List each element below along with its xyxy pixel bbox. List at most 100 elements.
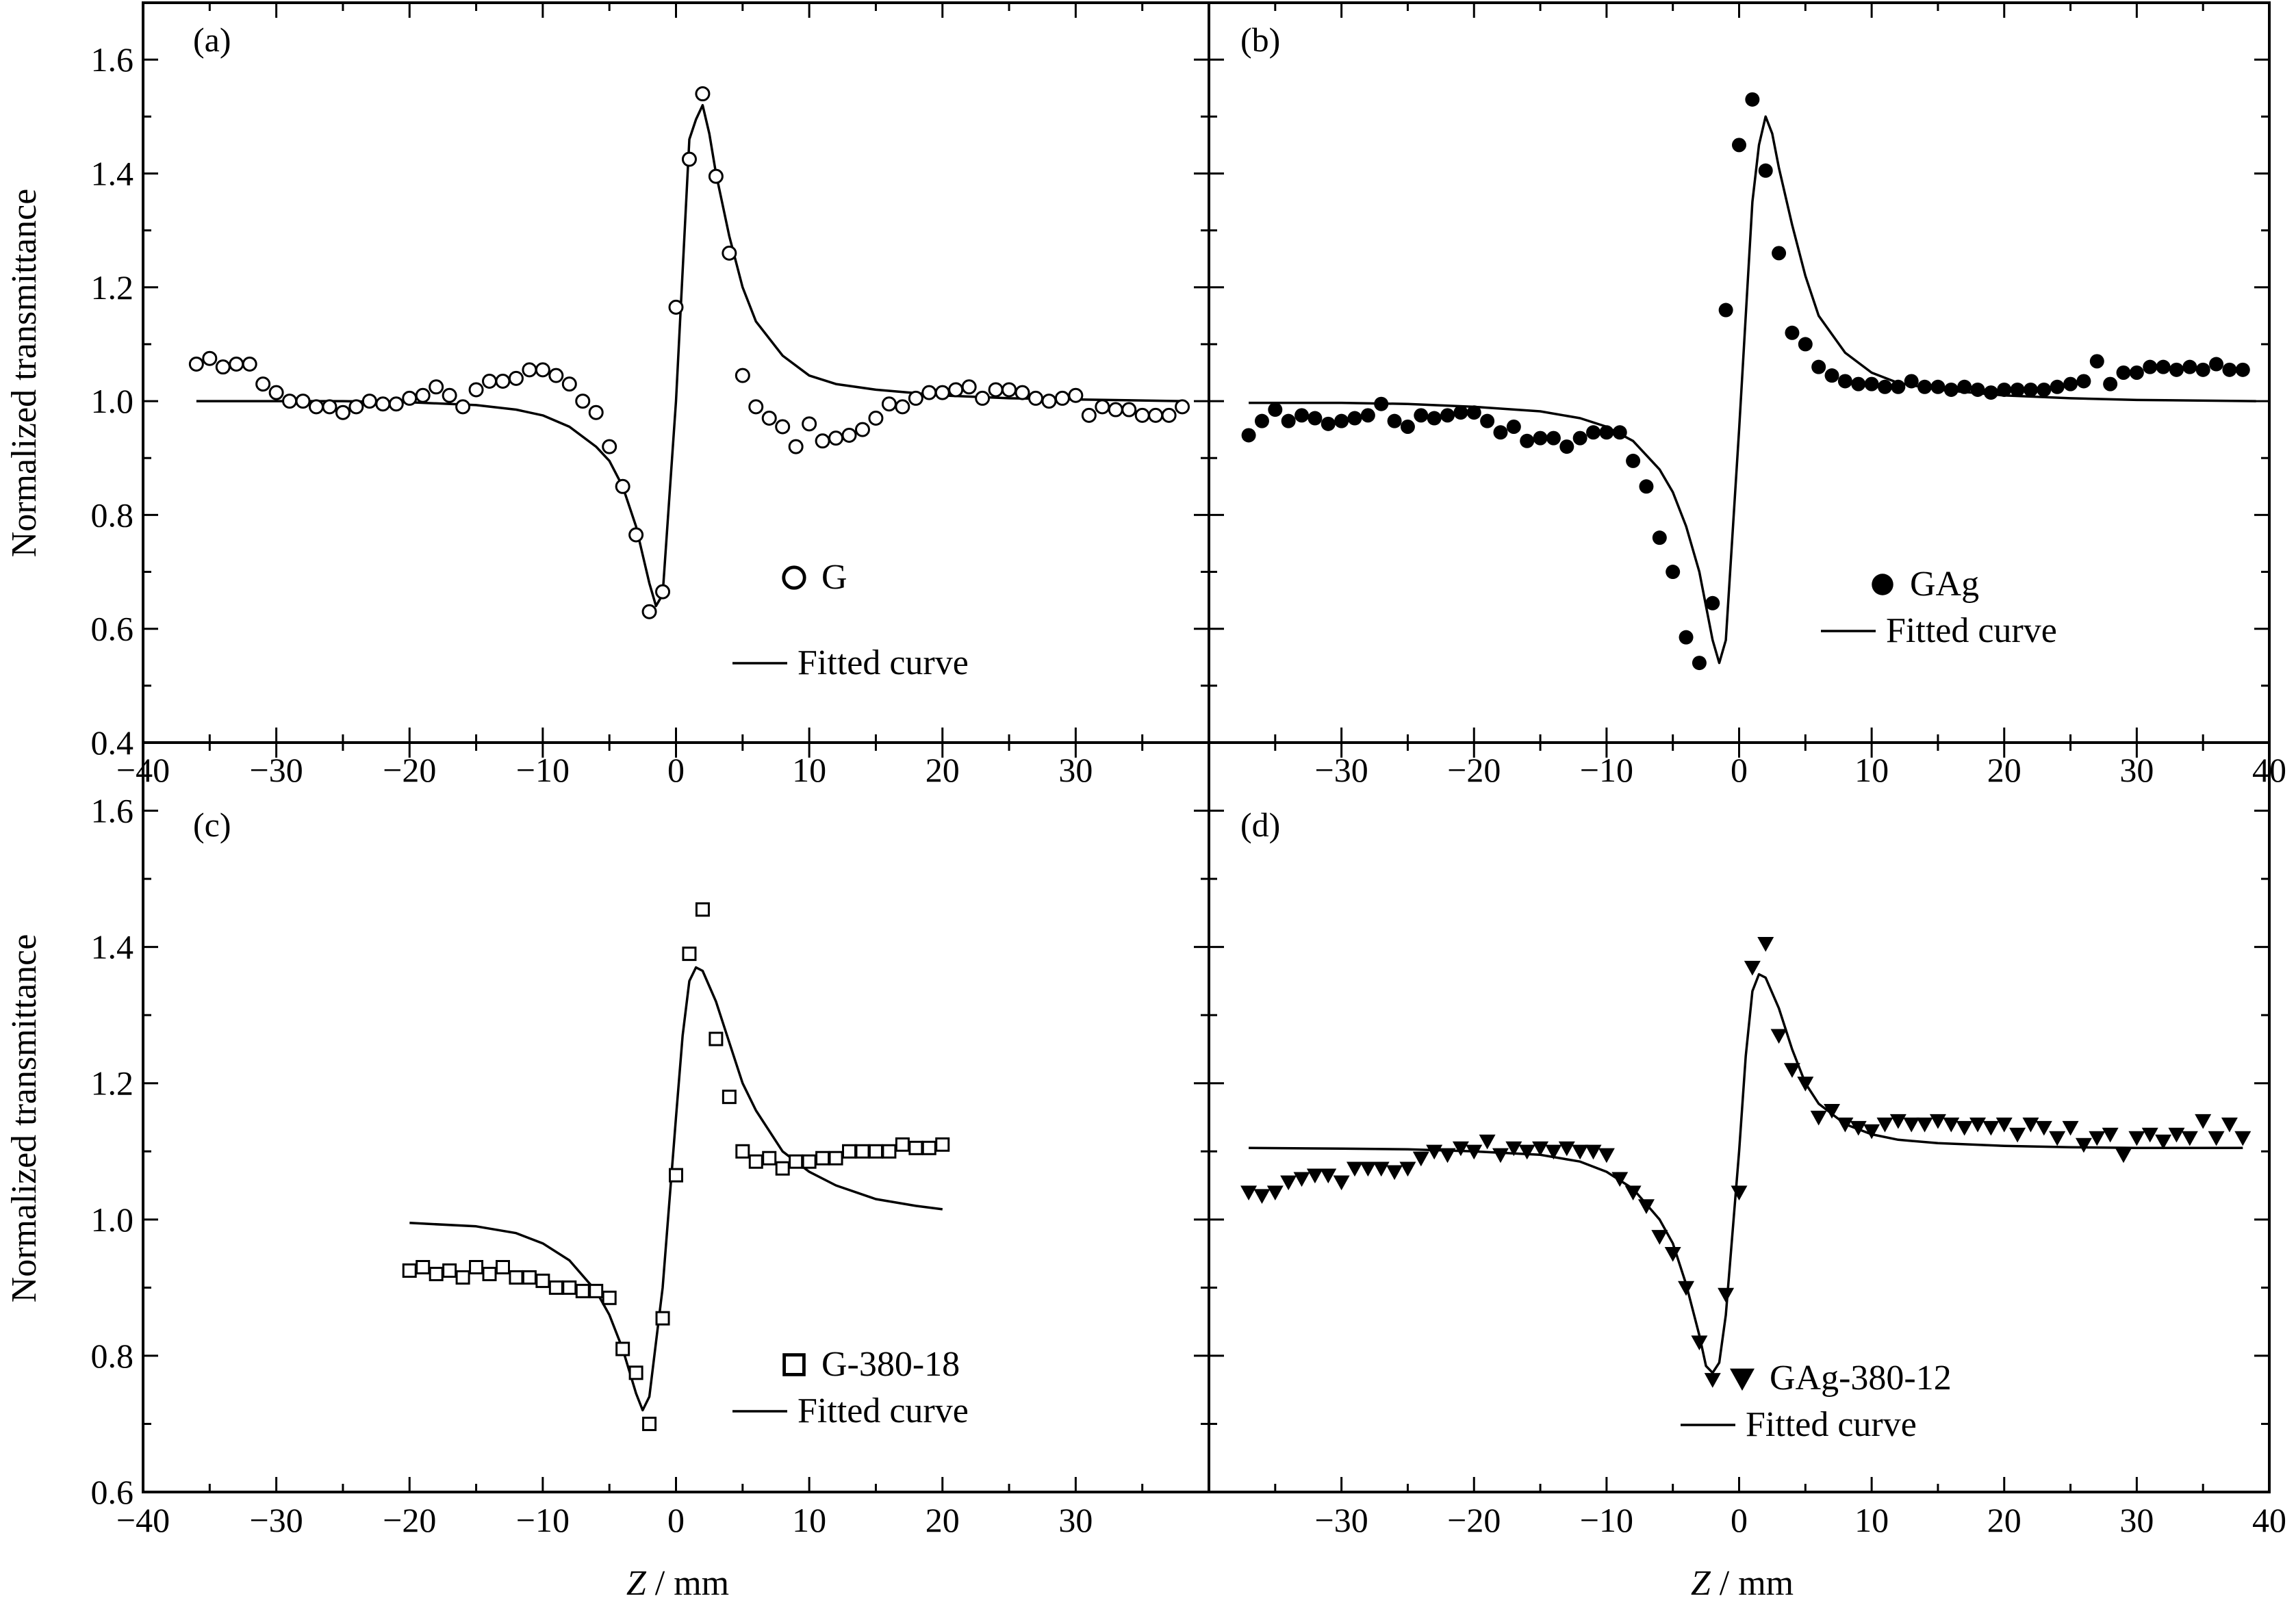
legend-label-data: GAg-380-12 <box>1770 1359 1952 1398</box>
data-point <box>643 605 656 618</box>
x-tick-label: 20 <box>1987 1501 2021 1539</box>
data-point <box>962 381 975 394</box>
data-point <box>830 1152 842 1164</box>
data-point <box>1492 1148 1509 1164</box>
legend-label-data: GAg <box>1910 565 1979 604</box>
data-point <box>1917 1118 1933 1133</box>
data-point <box>976 391 989 404</box>
data-point <box>830 432 843 445</box>
data-point <box>2022 1118 2039 1133</box>
data-point <box>617 1343 629 1355</box>
data-point <box>1957 380 1972 394</box>
data-point <box>470 1261 483 1274</box>
legend-marker <box>1872 574 1893 595</box>
data-point <box>403 1264 416 1276</box>
data-point <box>1294 408 1309 422</box>
data-point <box>550 369 563 382</box>
legend-label-fit: Fitted curve <box>1886 611 2057 650</box>
x-axis-var: Z <box>626 1564 647 1603</box>
data-point <box>936 1138 949 1150</box>
panel-label: (d) <box>1240 806 1280 844</box>
data-point <box>869 1145 882 1157</box>
data-point <box>776 1162 789 1174</box>
data-point <box>496 374 509 387</box>
data-point <box>1321 417 1336 431</box>
data-point <box>1903 1118 1919 1133</box>
y-tick-label: 1.2 <box>91 268 134 307</box>
fitted-curve-line <box>196 105 1182 606</box>
data-point <box>203 352 216 365</box>
data-point <box>1759 164 1773 178</box>
data-point <box>763 1152 776 1164</box>
data-point <box>1969 1118 1986 1133</box>
data-point <box>1082 409 1095 422</box>
data-point <box>1176 400 1189 413</box>
data-point <box>296 395 309 408</box>
data-point <box>1797 1077 1813 1092</box>
data-point <box>803 417 816 430</box>
data-point <box>750 1155 762 1168</box>
data-point <box>1811 360 1826 374</box>
data-point <box>2182 1131 2198 1146</box>
x-tick-label: 10 <box>1854 1501 1889 1539</box>
data-point <box>603 440 616 453</box>
data-point <box>1136 409 1149 422</box>
legend-marker <box>785 1355 804 1375</box>
panel-d: (d)−30 −20 −10 0 10 20 30 40GAg-380-12Fitted cu… <box>1209 743 2286 1539</box>
data-point <box>1878 380 1892 394</box>
data-point <box>1771 1029 1787 1044</box>
data-point <box>1891 380 1905 394</box>
x-tick-label: 0 <box>1731 1501 1748 1539</box>
panel-b: (b)−30 −20 −10 0 10 20 30 40GAgFitted curve <box>1209 3 2286 789</box>
data-point <box>1386 1166 1403 1181</box>
data-point <box>1507 420 1521 434</box>
panel-c: (c)−40 −30 −20 −10 0 10 20 300.60.81.01.21.41.6… <box>91 743 1210 1539</box>
data-point <box>656 585 669 598</box>
data-point <box>1666 565 1680 579</box>
data-point <box>2050 380 2065 394</box>
data-point <box>1559 1142 1575 1157</box>
data-point <box>2103 377 2117 391</box>
data-point <box>1679 630 1694 645</box>
data-point <box>496 1261 509 1274</box>
y-tick-label: 0.8 <box>91 1337 134 1375</box>
data-point <box>1719 303 1733 318</box>
data-point <box>2156 360 2171 374</box>
data-point <box>1109 403 1122 416</box>
data-point <box>910 1142 922 1154</box>
legend-marker <box>784 567 804 588</box>
data-point <box>683 948 696 960</box>
data-point <box>643 1417 656 1430</box>
data-point <box>1280 1175 1297 1190</box>
y-tick-label: 0.4 <box>91 723 134 762</box>
data-point <box>603 1291 615 1304</box>
legend-marker-symbol <box>785 1355 804 1375</box>
data-point <box>1373 1162 1390 1177</box>
data-point <box>1785 326 1799 340</box>
data-point <box>896 1138 908 1150</box>
data-point <box>1651 1230 1668 1245</box>
y-axis-title-bottom: Normalized transmittance <box>5 934 44 1303</box>
data-point <box>1240 1185 1257 1200</box>
y-tick-label: 1.0 <box>91 1200 134 1239</box>
data-point <box>843 428 856 441</box>
y-tick-label: 1.6 <box>91 40 134 79</box>
data-point <box>2011 383 2025 397</box>
data-point <box>723 246 736 259</box>
data-point <box>1890 1114 1906 1129</box>
x-axis-var: Z <box>1691 1564 1711 1603</box>
data-point <box>776 420 789 433</box>
data-point <box>630 528 643 541</box>
data-point <box>1572 1145 1588 1160</box>
data-point <box>509 372 522 385</box>
data-point <box>683 153 696 166</box>
data-point <box>1016 386 1029 399</box>
data-point <box>2049 1131 2065 1146</box>
data-point <box>856 1145 869 1157</box>
data-point <box>1453 405 1468 420</box>
data-point <box>2128 1131 2145 1146</box>
data-point <box>1573 431 1587 446</box>
data-point <box>2076 374 2091 388</box>
figure-frame <box>143 3 2269 1492</box>
data-point <box>310 400 323 413</box>
